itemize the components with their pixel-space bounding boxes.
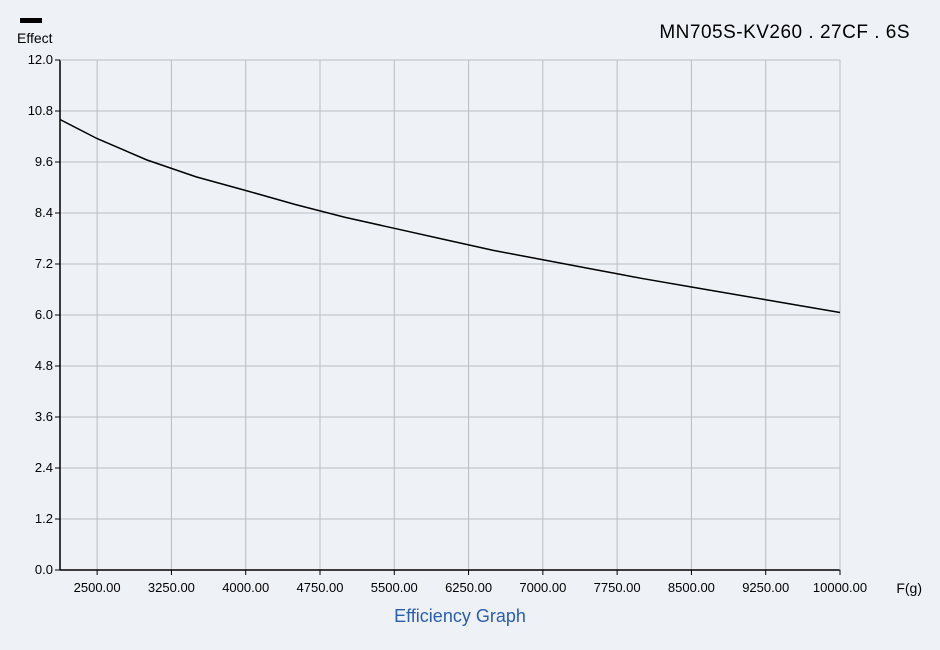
x-tick: 5500.00	[371, 580, 418, 595]
x-tick: 10000.00	[813, 580, 867, 595]
chart-svg	[0, 0, 940, 650]
y-tick: 4.8	[18, 358, 53, 373]
y-tick: 0.0	[18, 562, 53, 577]
y-tick: 6.0	[18, 307, 53, 322]
chart-caption: Efficiency Graph	[375, 606, 545, 627]
y-tick: 7.2	[18, 256, 53, 271]
y-tick: 10.8	[18, 103, 53, 118]
x-tick: 6250.00	[445, 580, 492, 595]
y-tick: 8.4	[18, 205, 53, 220]
x-tick: 2500.00	[74, 580, 121, 595]
y-tick: 2.4	[18, 460, 53, 475]
x-axis-label: F(g)	[896, 580, 922, 596]
chart-container: Effect MN705S-KV260 . 27CF . 6S 0.01.22.…	[0, 0, 940, 650]
x-tick: 9250.00	[742, 580, 789, 595]
x-tick: 4750.00	[297, 580, 344, 595]
x-tick: 8500.00	[668, 580, 715, 595]
y-tick: 3.6	[18, 409, 53, 424]
series-line	[60, 120, 840, 313]
y-tick: 12.0	[18, 52, 53, 67]
y-tick: 1.2	[18, 511, 53, 526]
x-tick: 3250.00	[148, 580, 195, 595]
y-tick: 9.6	[18, 154, 53, 169]
x-tick: 7750.00	[594, 580, 641, 595]
x-tick: 4000.00	[222, 580, 269, 595]
x-tick: 7000.00	[519, 580, 566, 595]
